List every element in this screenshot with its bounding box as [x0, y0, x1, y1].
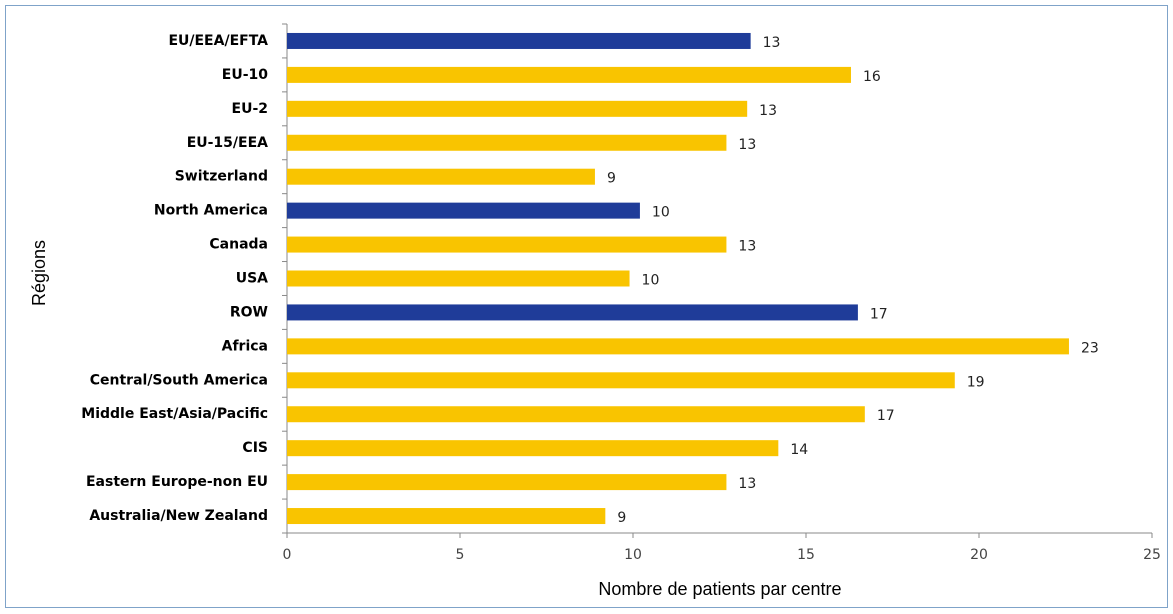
value-label: 14 [790, 442, 808, 458]
bar [287, 406, 865, 423]
y-tick-label: Australia/New Zealand [89, 508, 268, 524]
bar [287, 134, 727, 151]
bar [287, 474, 727, 491]
y-tick-label: Central/South America [90, 372, 268, 388]
bar [287, 168, 595, 185]
y-tick-label: Middle East/Asia/Pacific [81, 406, 268, 422]
bar [287, 202, 640, 219]
value-label: 17 [870, 306, 888, 322]
value-label: 17 [877, 408, 895, 424]
bar [287, 236, 727, 253]
frame [5, 5, 1168, 608]
bar [287, 100, 748, 117]
bar [287, 372, 955, 389]
y-tick-label: USA [236, 271, 268, 287]
y-tick-label: ROW [230, 304, 268, 320]
x-tick-label: 15 [797, 547, 815, 563]
value-label: 10 [652, 205, 670, 221]
y-tick-label: EU-10 [222, 67, 268, 83]
y-tick-label: EU/EEA/EFTA [168, 33, 268, 49]
y-tick-label: Africa [222, 338, 268, 354]
value-label: 13 [738, 476, 756, 492]
x-tick-label: 10 [624, 547, 642, 563]
x-tick-label: 0 [283, 547, 292, 563]
bar [287, 66, 851, 83]
bar [287, 304, 858, 321]
x-tick-label: 5 [456, 547, 465, 563]
bar [287, 508, 606, 525]
value-label: 13 [738, 239, 756, 255]
value-label: 13 [759, 103, 777, 119]
value-label: 13 [738, 137, 756, 153]
y-tick-label: Eastern Europe-non EU [86, 474, 268, 490]
x-tick-label: 25 [1143, 547, 1161, 563]
value-label: 13 [763, 35, 781, 51]
value-label: 9 [617, 510, 626, 526]
bar [287, 32, 751, 49]
y-tick-label: EU-2 [232, 101, 268, 117]
bar [287, 440, 779, 457]
value-label: 10 [642, 273, 660, 289]
y-tick-label: North America [154, 203, 268, 219]
y-tick-label: CIS [242, 440, 268, 456]
y-tick-label: EU-15/EEA [187, 135, 268, 151]
value-label: 16 [863, 69, 881, 85]
x-axis-title: Nombre de patients par centre [598, 579, 841, 599]
y-tick-label: Switzerland [175, 169, 268, 185]
x-tick-label: 20 [970, 547, 988, 563]
value-label: 9 [607, 171, 616, 187]
bar [287, 270, 630, 287]
y-tick-label: Canada [209, 237, 268, 253]
value-label: 19 [967, 374, 985, 390]
value-label: 23 [1081, 340, 1099, 356]
bar [287, 338, 1069, 355]
y-axis-title: Régions [29, 240, 49, 306]
